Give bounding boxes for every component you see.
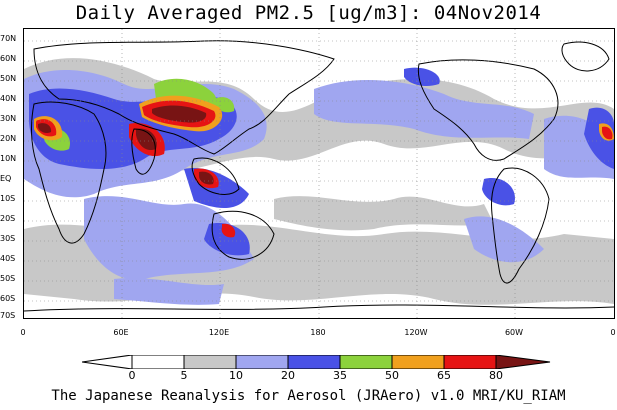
grid-lines	[24, 29, 614, 318]
colorbar-tick-65: 65	[437, 369, 451, 382]
coastline-south-america	[491, 167, 550, 284]
lat-label-30n: 30N	[0, 114, 17, 123]
pm25-map	[23, 28, 615, 319]
colorbar-segment-5-10	[183, 355, 237, 369]
colorbar-segment-35-50	[339, 355, 393, 369]
lat-label-40s: 40S	[0, 254, 16, 263]
lat-label-40n: 40N	[0, 94, 17, 103]
lat-label-70s: 70S	[0, 311, 16, 320]
lat-label-60s: 60S	[0, 294, 16, 303]
colorbar-tick-20: 20	[281, 369, 295, 382]
lat-label-20n: 20N	[0, 134, 17, 143]
map-title: Daily Averaged PM2.5 [ug/m3]: 04Nov2014	[75, 2, 542, 24]
colorbar	[82, 355, 551, 369]
lat-label-10s: 10S	[0, 194, 16, 203]
lat-label-30s: 30S	[0, 234, 16, 243]
colorbar-tick-80: 80	[489, 369, 503, 382]
lon-label-120e: 120E	[208, 328, 230, 337]
colorbar-tick-5: 5	[180, 369, 188, 382]
colorbar-segment-20-35	[287, 355, 341, 369]
lon-label-60e: 60E	[113, 328, 129, 337]
colorbar-segment-50-65	[391, 355, 445, 369]
colorbar-segment-below-0	[82, 355, 133, 369]
map-canvas	[24, 29, 614, 318]
colorbar-segment-65-80	[443, 355, 497, 369]
coastline-greenland	[561, 41, 610, 72]
lat-label-10n: 10N	[0, 154, 17, 163]
colorbar-tick-0: 0	[128, 369, 136, 382]
colorbar-segment-0-5	[131, 355, 185, 369]
lat-label-70n: 70N	[0, 34, 17, 43]
lat-label-50s: 50S	[0, 274, 16, 283]
colorbar-tick-10: 10	[229, 369, 243, 382]
colorbar-tick-35: 35	[333, 369, 347, 382]
coastline-india	[131, 128, 156, 175]
coastline-africa	[31, 101, 107, 244]
coastline-north-america	[417, 59, 559, 161]
colorbar-segment-10-20	[235, 355, 289, 369]
credit-line: The Japanese Reanalysis for Aerosol (JRA…	[51, 388, 566, 404]
lat-label-20s: 20S	[0, 214, 16, 223]
colorbar-tick-50: 50	[385, 369, 399, 382]
coastline-antarctica	[24, 304, 614, 312]
coastline-southeast-asia	[191, 157, 240, 195]
coastline-australia	[211, 210, 275, 260]
lat-label-eq: EQ	[0, 174, 12, 183]
lat-label-50n: 50N	[0, 74, 17, 83]
lon-label-0-right: 0	[610, 328, 616, 337]
lon-label-60w: 60W	[504, 328, 524, 337]
lon-label-120w: 120W	[404, 328, 428, 337]
colorbar-segment-above-80	[495, 355, 551, 369]
haze-layer-80-plus	[38, 105, 214, 185]
lat-label-60n: 60N	[0, 54, 17, 63]
lon-label-180: 180	[310, 328, 326, 337]
lon-label-0-left: 0	[20, 328, 26, 337]
